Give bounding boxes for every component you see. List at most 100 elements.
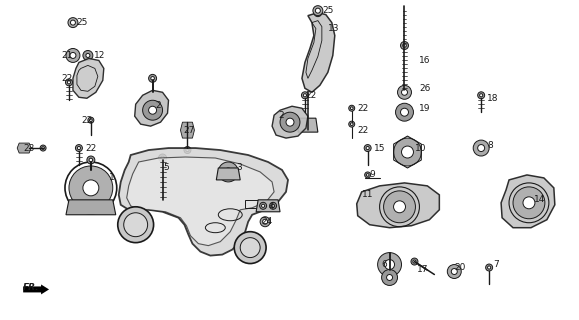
Circle shape xyxy=(365,172,371,178)
Circle shape xyxy=(448,265,461,278)
Circle shape xyxy=(151,76,155,80)
Text: 22: 22 xyxy=(81,116,92,125)
Circle shape xyxy=(384,260,394,269)
Circle shape xyxy=(486,264,493,271)
Circle shape xyxy=(395,103,413,121)
Circle shape xyxy=(387,275,393,280)
Circle shape xyxy=(280,112,300,132)
Circle shape xyxy=(303,94,306,97)
Text: 24: 24 xyxy=(261,217,272,226)
Text: 1: 1 xyxy=(109,173,115,182)
Text: 6: 6 xyxy=(382,260,387,269)
Circle shape xyxy=(124,213,148,237)
Text: 4: 4 xyxy=(268,202,274,211)
Circle shape xyxy=(142,100,163,120)
Polygon shape xyxy=(357,183,439,228)
Circle shape xyxy=(366,147,369,150)
Circle shape xyxy=(286,118,294,126)
Circle shape xyxy=(401,146,413,158)
Circle shape xyxy=(398,85,412,99)
Circle shape xyxy=(313,6,323,16)
Circle shape xyxy=(479,94,483,97)
Polygon shape xyxy=(217,168,240,180)
Text: 17: 17 xyxy=(417,265,429,274)
Text: 11: 11 xyxy=(362,190,373,199)
Circle shape xyxy=(488,266,490,269)
Circle shape xyxy=(350,107,353,109)
Circle shape xyxy=(89,158,93,162)
Circle shape xyxy=(478,145,485,152)
Text: 7: 7 xyxy=(493,260,499,269)
Circle shape xyxy=(83,51,93,60)
Text: 20: 20 xyxy=(455,263,466,272)
Text: 22: 22 xyxy=(61,74,72,83)
Text: 16: 16 xyxy=(419,56,431,65)
Circle shape xyxy=(316,8,320,13)
Circle shape xyxy=(71,20,75,25)
Circle shape xyxy=(42,147,45,149)
Circle shape xyxy=(184,147,191,154)
Circle shape xyxy=(382,269,398,285)
Circle shape xyxy=(272,204,274,207)
Circle shape xyxy=(401,42,408,50)
Polygon shape xyxy=(501,175,555,228)
Polygon shape xyxy=(135,90,168,126)
Text: 19: 19 xyxy=(419,104,431,113)
Text: FR.: FR. xyxy=(23,283,39,292)
Circle shape xyxy=(314,9,322,17)
Circle shape xyxy=(349,105,355,111)
Circle shape xyxy=(367,173,369,176)
Polygon shape xyxy=(119,148,288,256)
Polygon shape xyxy=(272,106,308,138)
Circle shape xyxy=(270,202,277,209)
Polygon shape xyxy=(302,13,335,92)
Circle shape xyxy=(394,138,422,166)
Text: 3: 3 xyxy=(236,164,242,172)
Circle shape xyxy=(40,145,46,151)
Circle shape xyxy=(88,117,94,123)
Circle shape xyxy=(240,238,260,258)
Circle shape xyxy=(149,74,156,82)
Circle shape xyxy=(159,154,167,162)
Circle shape xyxy=(401,108,408,116)
Circle shape xyxy=(384,191,416,223)
Circle shape xyxy=(523,197,535,209)
Text: 2: 2 xyxy=(156,101,161,110)
Text: 26: 26 xyxy=(419,84,431,93)
Circle shape xyxy=(350,123,353,125)
Circle shape xyxy=(263,219,267,224)
Circle shape xyxy=(262,204,265,207)
Circle shape xyxy=(161,156,164,160)
Circle shape xyxy=(75,145,82,152)
Circle shape xyxy=(411,258,418,265)
Text: 10: 10 xyxy=(415,144,426,153)
Text: 14: 14 xyxy=(534,195,545,204)
Circle shape xyxy=(394,201,405,213)
Text: 9: 9 xyxy=(369,171,375,180)
Circle shape xyxy=(66,49,80,62)
Text: 25: 25 xyxy=(323,6,334,15)
Circle shape xyxy=(218,162,238,182)
Polygon shape xyxy=(181,122,195,138)
Circle shape xyxy=(224,168,232,176)
Polygon shape xyxy=(256,200,280,212)
Text: 2: 2 xyxy=(278,111,284,120)
Circle shape xyxy=(78,147,80,150)
Polygon shape xyxy=(127,157,274,246)
Circle shape xyxy=(403,44,406,47)
FancyArrow shape xyxy=(23,284,49,294)
Circle shape xyxy=(349,121,355,127)
Text: 25: 25 xyxy=(76,18,87,27)
Polygon shape xyxy=(17,143,31,153)
Circle shape xyxy=(451,268,457,275)
Circle shape xyxy=(259,202,266,209)
Text: 27: 27 xyxy=(184,126,195,135)
Circle shape xyxy=(260,217,270,227)
Circle shape xyxy=(69,166,113,210)
Circle shape xyxy=(86,53,90,58)
Circle shape xyxy=(364,145,371,152)
Circle shape xyxy=(302,92,309,99)
Text: 18: 18 xyxy=(487,94,499,103)
Text: 22: 22 xyxy=(305,91,316,100)
Circle shape xyxy=(473,140,489,156)
